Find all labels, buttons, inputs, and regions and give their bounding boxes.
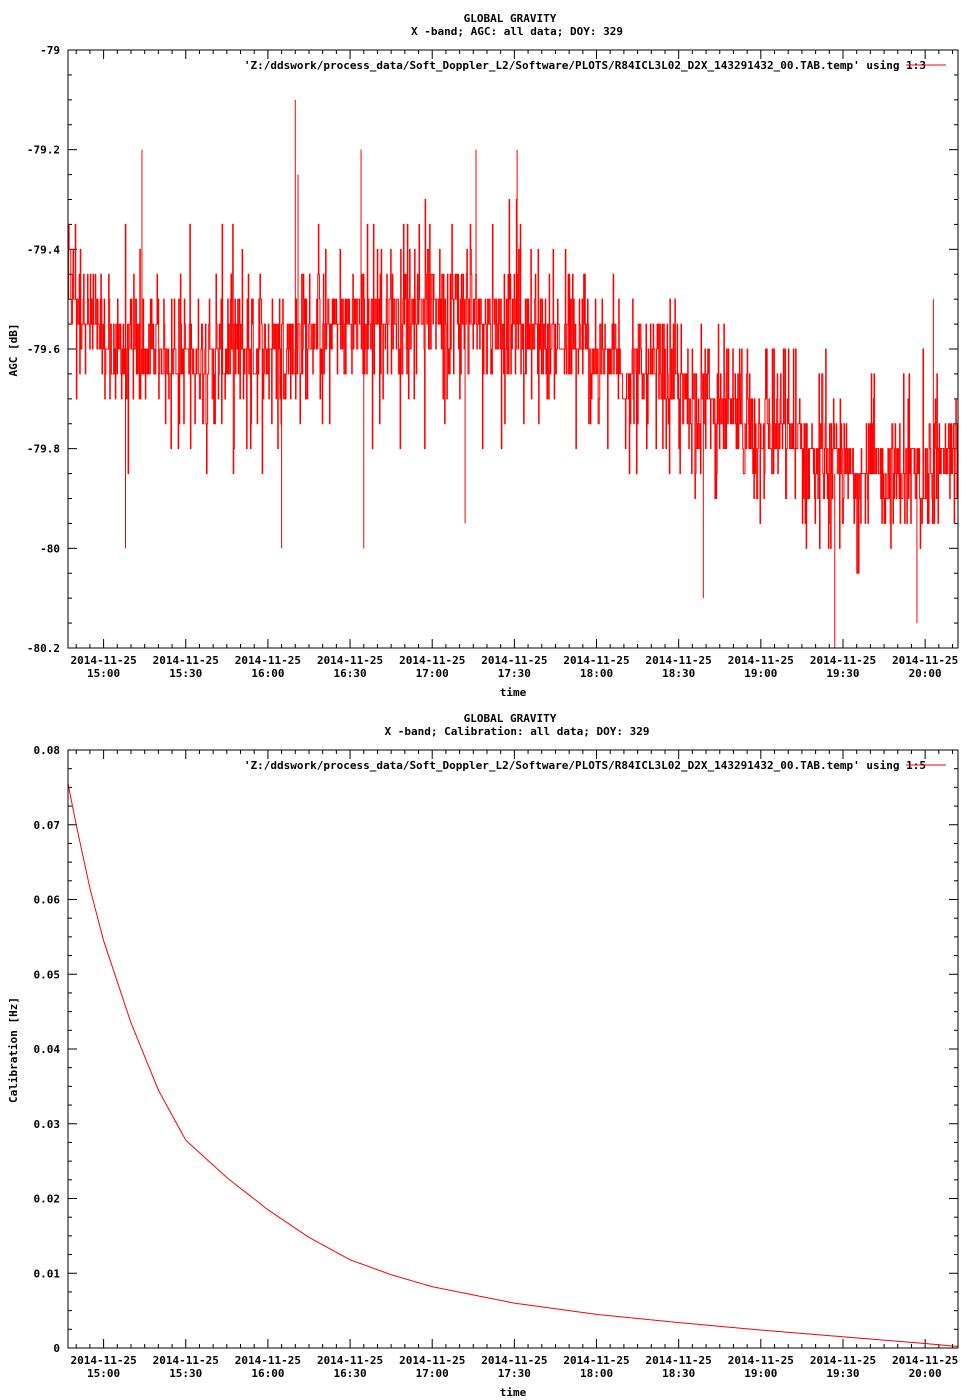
agc-x-tick-date: 2014-11-25 <box>399 654 465 667</box>
agc-y-tick-label: -79 <box>40 44 60 57</box>
agc-x-tick-date: 2014-11-25 <box>563 654 629 667</box>
calibration-x-ticks: 2014-11-2515:002014-11-2515:302014-11-25… <box>70 750 958 1380</box>
agc-y-tick-label: -79.4 <box>27 243 60 256</box>
calibration-y-tick-label: 0.08 <box>34 744 61 757</box>
calibration-y-tick-label: 0.01 <box>34 1267 61 1280</box>
calibration-x-tick-time: 17:30 <box>498 1367 531 1380</box>
calibration-x-tick-date: 2014-11-25 <box>892 1354 958 1367</box>
agc-x-tick-time: 17:30 <box>498 667 531 680</box>
agc-y-ticks: -79 -79.2 -79.4 -79.6 -79.8 -80 -80.2 <box>27 44 958 655</box>
calibration-x-tick-date: 2014-11-25 <box>481 1354 547 1367</box>
agc-x-tick-time: 16:00 <box>251 667 284 680</box>
calibration-y-ticks: 0 0.01 0.02 0.03 0.04 0.05 0.06 0.07 0.08 <box>34 744 958 1355</box>
agc-y-axis-label: AGC [dB] <box>7 324 20 377</box>
agc-chart-title: GLOBAL GRAVITY <box>464 12 557 25</box>
calibration-y-tick-label: 0.02 <box>34 1193 61 1206</box>
agc-x-tick-date: 2014-11-25 <box>153 654 219 667</box>
calibration-y-tick-label: 0.03 <box>34 1118 61 1131</box>
agc-plot-frame <box>67 49 959 649</box>
calibration-legend: 'Z:/ddswork/process_data/Soft_Doppler_L2… <box>244 759 946 772</box>
agc-x-axis-label: time <box>500 686 527 699</box>
agc-x-tick-date: 2014-11-25 <box>481 654 547 667</box>
calibration-x-tick-date: 2014-11-25 <box>70 1354 136 1367</box>
agc-y-tick-label: -80 <box>40 542 60 555</box>
agc-legend-label: 'Z:/ddswork/process_data/Soft_Doppler_L2… <box>244 59 926 72</box>
calibration-x-tick-time: 15:00 <box>87 1367 120 1380</box>
agc-x-tick-date: 2014-11-25 <box>892 654 958 667</box>
calibration-x-tick-time: 18:30 <box>662 1367 695 1380</box>
agc-x-tick-time: 18:30 <box>662 667 695 680</box>
calibration-y-axis-label: Calibration [Hz] <box>7 997 20 1103</box>
calibration-x-tick-time: 18:00 <box>580 1367 613 1380</box>
calibration-x-tick-date: 2014-11-25 <box>563 1354 629 1367</box>
agc-x-tick-time: 19:00 <box>744 667 777 680</box>
agc-y-tick-label: -79.8 <box>27 443 60 456</box>
calibration-x-tick-time: 19:00 <box>744 1367 777 1380</box>
calibration-plot-frame <box>67 749 959 1349</box>
agc-chart: GLOBAL GRAVITY X -band; AGC: all data; D… <box>7 12 959 699</box>
calibration-x-tick-time: 17:00 <box>416 1367 449 1380</box>
agc-x-tick-date: 2014-11-25 <box>235 654 301 667</box>
calibration-x-tick-date: 2014-11-25 <box>399 1354 465 1367</box>
agc-x-tick-date: 2014-11-25 <box>70 654 136 667</box>
calibration-x-tick-date: 2014-11-25 <box>728 1354 794 1367</box>
agc-x-tick-date: 2014-11-25 <box>317 654 383 667</box>
agc-y-tick-label: -79.6 <box>27 343 60 356</box>
calibration-series-line <box>67 783 959 1348</box>
calibration-x-tick-time: 16:00 <box>251 1367 284 1380</box>
calibration-x-tick-date: 2014-11-25 <box>810 1354 876 1367</box>
agc-x-tick-time: 15:30 <box>169 667 202 680</box>
calibration-chart: GLOBAL GRAVITY X -band; Calibration: all… <box>7 712 959 1399</box>
calibration-x-tick-date: 2014-11-25 <box>153 1354 219 1367</box>
agc-y-tick-label: -79.2 <box>27 144 60 157</box>
agc-x-tick-date: 2014-11-25 <box>728 654 794 667</box>
calibration-x-axis-label: time <box>500 1386 527 1399</box>
agc-x-tick-time: 16:30 <box>333 667 366 680</box>
calibration-x-tick-date: 2014-11-25 <box>317 1354 383 1367</box>
calibration-x-tick-time: 15:30 <box>169 1367 202 1380</box>
calibration-x-tick-time: 19:30 <box>826 1367 859 1380</box>
agc-x-tick-time: 15:00 <box>87 667 120 680</box>
agc-x-tick-time: 20:00 <box>909 667 942 680</box>
agc-x-ticks: 2014-11-2515:002014-11-2515:302014-11-25… <box>70 50 958 680</box>
agc-x-tick-date: 2014-11-25 <box>646 654 712 667</box>
calibration-x-tick-date: 2014-11-25 <box>235 1354 301 1367</box>
agc-legend: 'Z:/ddswork/process_data/Soft_Doppler_L2… <box>244 59 946 72</box>
calibration-y-tick-label: 0.07 <box>34 819 61 832</box>
calibration-y-tick-label: 0 <box>53 1342 60 1355</box>
agc-chart-subtitle: X -band; AGC: all data; DOY: 329 <box>411 25 623 38</box>
calibration-chart-subtitle: X -band; Calibration: all data; DOY: 329 <box>385 725 650 738</box>
calibration-x-tick-time: 20:00 <box>909 1367 942 1380</box>
calibration-legend-label: 'Z:/ddswork/process_data/Soft_Doppler_L2… <box>244 759 926 772</box>
calibration-y-tick-label: 0.04 <box>34 1043 61 1056</box>
calibration-y-tick-label: 0.05 <box>34 968 61 981</box>
agc-x-tick-time: 18:00 <box>580 667 613 680</box>
agc-series-line <box>67 99 959 648</box>
agc-series-group <box>67 99 959 648</box>
calibration-y-tick-label: 0.06 <box>34 894 61 907</box>
calibration-x-tick-date: 2014-11-25 <box>646 1354 712 1367</box>
agc-x-tick-time: 19:30 <box>826 667 859 680</box>
calibration-chart-title: GLOBAL GRAVITY <box>464 712 557 725</box>
agc-x-tick-time: 17:00 <box>416 667 449 680</box>
agc-y-tick-label: -80.2 <box>27 642 60 655</box>
agc-x-tick-date: 2014-11-25 <box>810 654 876 667</box>
calibration-series-group <box>67 783 959 1348</box>
calibration-x-tick-time: 16:30 <box>333 1367 366 1380</box>
